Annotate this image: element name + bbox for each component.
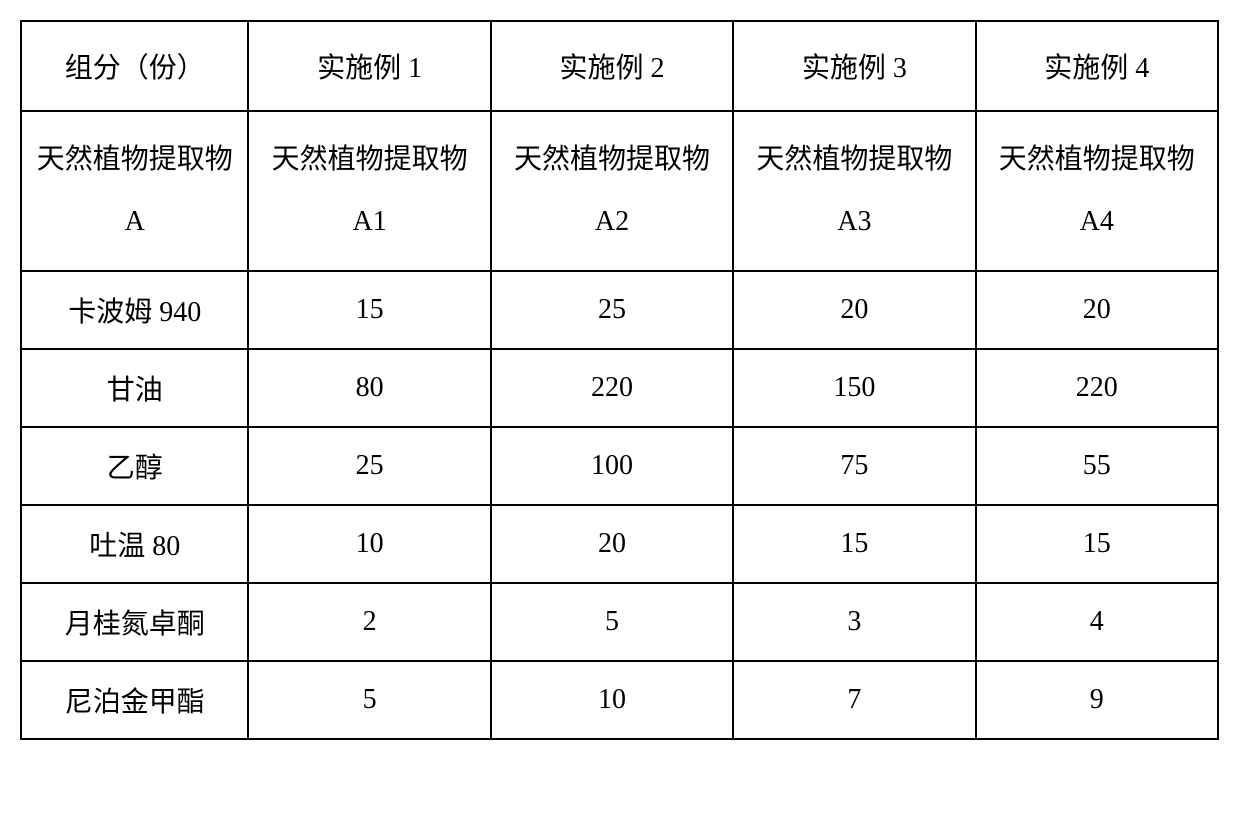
cell-example2: 25	[491, 271, 733, 349]
cell-example1: 15	[248, 271, 490, 349]
cell-example3: 75	[733, 427, 975, 505]
cell-example2: 20	[491, 505, 733, 583]
cell-example3: 20	[733, 271, 975, 349]
cell-example2: 100	[491, 427, 733, 505]
cell-example2: 220	[491, 349, 733, 427]
cell-component: 卡波姆 940	[21, 271, 248, 349]
cell-example4: 4	[976, 583, 1218, 661]
cell-example4: 220	[976, 349, 1218, 427]
cell-example3: 150	[733, 349, 975, 427]
cell-example3: 7	[733, 661, 975, 739]
cell-component: 吐温 80	[21, 505, 248, 583]
cell-example3: 天然植物提取物 A3	[733, 111, 975, 271]
table-row: 月桂氮卓酮 2 5 3 4	[21, 583, 1218, 661]
cell-example1: 天然植物提取物 A1	[248, 111, 490, 271]
table-row: 天然植物提取物 A 天然植物提取物 A1 天然植物提取物 A2 天然植物提取物 …	[21, 111, 1218, 271]
cell-component: 乙醇	[21, 427, 248, 505]
composition-table: 组分（份） 实施例 1 实施例 2 实施例 3 实施例 4 天然植物提取物 A …	[20, 20, 1219, 740]
cell-component: 甘油	[21, 349, 248, 427]
cell-component: 尼泊金甲酯	[21, 661, 248, 739]
cell-example4: 55	[976, 427, 1218, 505]
cell-example1: 25	[248, 427, 490, 505]
cell-example4: 15	[976, 505, 1218, 583]
table-row: 尼泊金甲酯 5 10 7 9	[21, 661, 1218, 739]
table-row: 吐温 80 10 20 15 15	[21, 505, 1218, 583]
cell-example2: 天然植物提取物 A2	[491, 111, 733, 271]
cell-example4: 20	[976, 271, 1218, 349]
table-header-row: 组分（份） 实施例 1 实施例 2 实施例 3 实施例 4	[21, 21, 1218, 111]
header-component: 组分（份）	[21, 21, 248, 111]
header-example2: 实施例 2	[491, 21, 733, 111]
header-example1: 实施例 1	[248, 21, 490, 111]
cell-example1: 80	[248, 349, 490, 427]
cell-example1: 2	[248, 583, 490, 661]
table-row: 卡波姆 940 15 25 20 20	[21, 271, 1218, 349]
cell-example3: 3	[733, 583, 975, 661]
cell-example4: 天然植物提取物 A4	[976, 111, 1218, 271]
cell-component: 月桂氮卓酮	[21, 583, 248, 661]
cell-example2: 5	[491, 583, 733, 661]
cell-component: 天然植物提取物 A	[21, 111, 248, 271]
table-row: 乙醇 25 100 75 55	[21, 427, 1218, 505]
header-example3: 实施例 3	[733, 21, 975, 111]
table-row: 甘油 80 220 150 220	[21, 349, 1218, 427]
cell-example1: 5	[248, 661, 490, 739]
cell-example3: 15	[733, 505, 975, 583]
cell-example4: 9	[976, 661, 1218, 739]
cell-example2: 10	[491, 661, 733, 739]
cell-example1: 10	[248, 505, 490, 583]
header-example4: 实施例 4	[976, 21, 1218, 111]
